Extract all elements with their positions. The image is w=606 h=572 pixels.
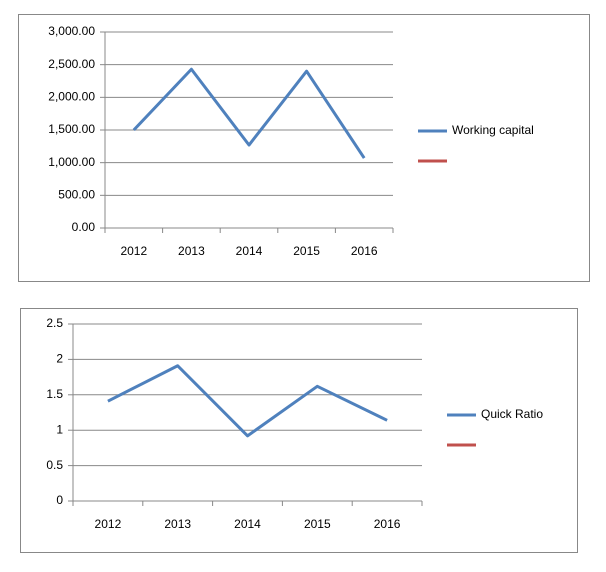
- y-tick-label: 2: [56, 352, 63, 366]
- x-tick-label: 2012: [95, 517, 122, 531]
- y-tick-label: 1,000.00: [48, 155, 95, 169]
- y-tick-label: 0.5: [46, 458, 63, 472]
- y-tick-label: 0: [56, 493, 63, 507]
- x-tick-label: 2012: [120, 244, 147, 258]
- series-line: [132, 67, 366, 159]
- y-tick-label: 2,500.00: [48, 57, 95, 71]
- x-tick-label: 2016: [374, 517, 401, 531]
- x-tick-label: 2014: [234, 517, 261, 531]
- x-tick-label: 2015: [293, 244, 320, 258]
- x-tick-label: 2013: [164, 517, 191, 531]
- chart-frame: [18, 14, 590, 282]
- y-tick-label: 2,000.00: [48, 90, 95, 104]
- series-line: [107, 364, 388, 438]
- legend-label: Working capital: [452, 123, 534, 137]
- y-tick-label: 1.5: [46, 387, 63, 401]
- y-tick-label: 1,500.00: [48, 122, 95, 136]
- x-tick-label: 2014: [236, 244, 263, 258]
- y-tick-label: 0.00: [72, 220, 96, 234]
- x-tick-label: 2015: [304, 517, 331, 531]
- y-tick-label: 2.5: [46, 316, 63, 330]
- y-tick-label: 1: [56, 422, 63, 436]
- x-tick-label: 2016: [351, 244, 378, 258]
- x-tick-label: 2013: [178, 244, 205, 258]
- y-tick-label: 3,000.00: [48, 24, 95, 38]
- y-tick-label: 500.00: [58, 188, 95, 202]
- legend-label: Quick Ratio: [481, 407, 543, 421]
